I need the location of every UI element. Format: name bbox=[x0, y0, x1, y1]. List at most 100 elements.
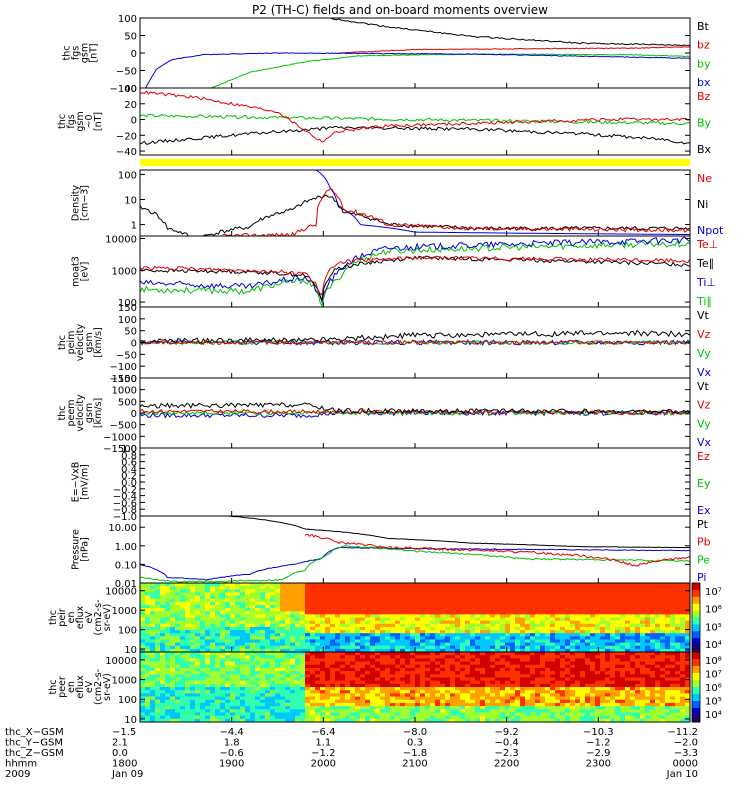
colorbar-swatch bbox=[692, 612, 700, 615]
spectrogram-cell bbox=[235, 667, 241, 672]
spectrogram-cell bbox=[150, 706, 156, 710]
spectrogram-cell bbox=[615, 604, 621, 609]
spectrogram-cell bbox=[305, 690, 311, 694]
spectrogram-cell bbox=[515, 595, 521, 600]
spectrogram-cell bbox=[405, 589, 411, 593]
spectrogram-cell bbox=[555, 598, 561, 603]
spectrogram-cell bbox=[480, 680, 486, 685]
spectrogram-cell bbox=[180, 598, 186, 603]
spectrogram-cell bbox=[320, 652, 326, 656]
spectrogram-cell bbox=[340, 709, 346, 713]
spectrogram-cell bbox=[320, 693, 326, 698]
spectrogram-cell bbox=[385, 661, 391, 666]
spectrogram-cell bbox=[445, 671, 451, 675]
spectrogram-cell bbox=[385, 598, 391, 603]
spectrogram bbox=[140, 652, 690, 722]
spectrogram-cell bbox=[585, 667, 591, 672]
spectrogram-cell bbox=[195, 642, 201, 647]
spectrogram-cell bbox=[185, 586, 191, 590]
spectrogram-cell bbox=[280, 642, 286, 647]
spectrogram-cell bbox=[490, 667, 496, 672]
spectrogram-cell bbox=[235, 586, 241, 590]
spectrogram-cell bbox=[620, 664, 626, 669]
spectrogram-cell bbox=[315, 589, 321, 593]
spectrogram-cell bbox=[475, 598, 481, 603]
spectrogram-cell bbox=[185, 642, 191, 647]
spectrogram-cell bbox=[260, 598, 266, 603]
spectrogram-cell bbox=[595, 664, 601, 669]
spectrogram-cell bbox=[455, 611, 461, 615]
spectrogram-cell bbox=[280, 699, 286, 704]
spectrogram-cell bbox=[340, 715, 346, 720]
spectrogram-cell bbox=[335, 699, 341, 704]
spectrogram-cell bbox=[265, 699, 271, 704]
spectrogram-cell bbox=[645, 601, 651, 606]
spectrogram-cell bbox=[480, 630, 486, 634]
spectrogram-cell bbox=[605, 671, 611, 675]
y-axis-label-line: sr-eV) bbox=[102, 604, 113, 632]
spectrogram-cell bbox=[190, 652, 196, 656]
spectrogram-cell bbox=[225, 709, 231, 713]
spectrogram-cell bbox=[295, 589, 301, 593]
spectrogram-cell bbox=[175, 648, 181, 652]
spectrogram-cell bbox=[215, 702, 221, 707]
spectrogram-cell bbox=[450, 677, 456, 682]
spectrogram-cell bbox=[350, 667, 356, 672]
spectrogram-cell bbox=[495, 690, 501, 694]
spectrogram-cell bbox=[185, 709, 191, 713]
spectrogram-cell bbox=[525, 601, 531, 606]
spectrogram-cell bbox=[150, 598, 156, 603]
spectrogram-cell bbox=[335, 608, 341, 612]
spectrogram-cell bbox=[380, 642, 386, 647]
spectrogram-cell bbox=[680, 604, 686, 609]
spectrogram-cell bbox=[385, 630, 391, 634]
spectrogram-cell bbox=[225, 617, 231, 622]
spectrogram-cell bbox=[550, 661, 556, 666]
spectrogram-cell bbox=[405, 601, 411, 606]
spectrogram-cell bbox=[350, 645, 356, 650]
series-line-Ni bbox=[140, 194, 690, 236]
spectrogram-cell bbox=[500, 645, 506, 650]
spectrogram-cell bbox=[420, 687, 426, 691]
spectrogram-cell bbox=[360, 604, 366, 609]
spectrogram-cell bbox=[580, 636, 586, 640]
spectrogram-cell bbox=[195, 592, 201, 597]
spectrogram-cell bbox=[595, 617, 601, 622]
spectrogram-cell bbox=[230, 645, 236, 650]
spectrogram-cell bbox=[170, 633, 176, 637]
spectrogram-cell bbox=[400, 601, 406, 606]
spectrogram-cell bbox=[195, 648, 201, 652]
spectrogram-cell bbox=[435, 696, 441, 701]
spectrogram-cell bbox=[180, 706, 186, 710]
spectrogram-cell bbox=[510, 630, 516, 634]
spectrogram-cell bbox=[670, 620, 676, 625]
spectrogram-cell bbox=[650, 642, 656, 647]
spectrogram-cell bbox=[280, 617, 286, 622]
spectrogram-cell bbox=[210, 683, 216, 688]
spectrogram-cell bbox=[145, 661, 151, 666]
spectrogram-cell bbox=[465, 623, 471, 628]
spectrogram-cell bbox=[605, 589, 611, 593]
spectrogram-cell bbox=[440, 652, 446, 656]
spectrogram-cell bbox=[670, 595, 676, 600]
spectrogram-cell bbox=[355, 718, 361, 722]
spectrogram-cell bbox=[230, 614, 236, 618]
spectrogram-cell bbox=[510, 589, 516, 593]
y-axis-label-line: gsm bbox=[84, 332, 95, 352]
spectrogram-cell bbox=[575, 693, 581, 698]
spectrogram-cell bbox=[645, 617, 651, 622]
spectrogram-cell bbox=[650, 589, 656, 593]
spectrogram-cell bbox=[400, 614, 406, 618]
spectrogram-cell bbox=[395, 595, 401, 600]
spectrogram-cell bbox=[265, 604, 271, 609]
spectrogram-cell bbox=[390, 702, 396, 707]
spectrogram-cell bbox=[570, 693, 576, 698]
spectrogram-cell bbox=[565, 655, 571, 659]
spectrogram-cell bbox=[155, 709, 161, 713]
spectrogram-cell bbox=[615, 671, 621, 675]
spectrogram-cell bbox=[280, 661, 286, 666]
spectrogram-cell bbox=[475, 592, 481, 597]
spectrogram-cell bbox=[360, 652, 366, 656]
spectrogram-cell bbox=[240, 626, 246, 631]
spectrogram-cell bbox=[590, 696, 596, 701]
